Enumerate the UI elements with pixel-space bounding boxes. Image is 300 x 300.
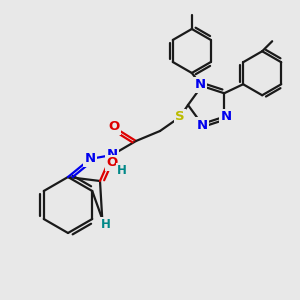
Text: H: H xyxy=(101,218,111,232)
Text: N: N xyxy=(84,152,96,166)
Text: N: N xyxy=(220,110,232,123)
Text: N: N xyxy=(194,79,206,92)
Text: O: O xyxy=(106,157,118,169)
Text: N: N xyxy=(196,118,207,131)
Text: O: O xyxy=(108,121,120,134)
Text: S: S xyxy=(175,110,185,124)
Text: N: N xyxy=(106,148,118,161)
Text: H: H xyxy=(117,164,127,178)
